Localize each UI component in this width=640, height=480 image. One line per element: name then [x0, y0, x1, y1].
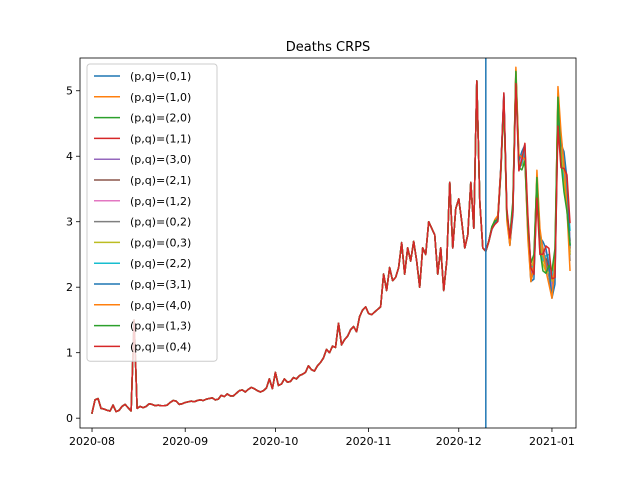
legend-label: (p,q)=(0,2) — [130, 216, 191, 229]
x-tick-label: 2021-01 — [529, 435, 575, 448]
legend-label: (p,q)=(1,2) — [130, 195, 191, 208]
axes: 2020-08 2020-09 2020-10 2020-11 2020-12 2021-… — [66, 57, 577, 448]
x-tick-label: 2020-09 — [162, 435, 208, 448]
y-tick-label: 4 — [66, 150, 73, 163]
x-tick-label: 2020-08 — [69, 435, 115, 448]
y-tick-label: 2 — [66, 281, 73, 294]
y-tick-label: 5 — [66, 85, 73, 98]
legend: (p,q)=(0,1) (p,q)=(1,0) (p,q)=(2,0) (p,q)=(… — [86, 63, 218, 362]
legend-box — [86, 63, 218, 362]
y-tick-label: 3 — [66, 216, 73, 229]
legend-label: (p,q)=(0,1) — [130, 70, 191, 83]
x-tick-label: 2020-11 — [346, 435, 392, 448]
legend-label: (p,q)=(4,0) — [130, 299, 191, 312]
legend-label: (p,q)=(2,1) — [130, 174, 191, 187]
legend-label: (p,q)=(1,3) — [130, 320, 191, 333]
x-tick-label: 2020-10 — [252, 435, 298, 448]
x-tick-label: 2020-12 — [436, 435, 482, 448]
y-tick-label: 1 — [66, 347, 73, 360]
legend-label: (p,q)=(3,0) — [130, 153, 191, 166]
chart-title: Deaths CRPS — [286, 40, 370, 55]
series-group — [91, 66, 571, 414]
legend-label: (p,q)=(2,2) — [130, 257, 191, 270]
legend-label: (p,q)=(3,1) — [130, 278, 191, 291]
y-tick-label: 0 — [66, 412, 73, 425]
legend-label: (p,q)=(2,0) — [130, 112, 191, 125]
legend-label: (p,q)=(0,4) — [130, 340, 191, 353]
legend-label: (p,q)=(1,0) — [130, 91, 191, 104]
axes-frame — [79, 57, 577, 429]
plot-area — [91, 58, 571, 428]
legend-label: (p,q)=(1,1) — [130, 132, 191, 145]
series-line-14 — [91, 80, 571, 414]
legend-label: (p,q)=(0,3) — [130, 236, 191, 249]
